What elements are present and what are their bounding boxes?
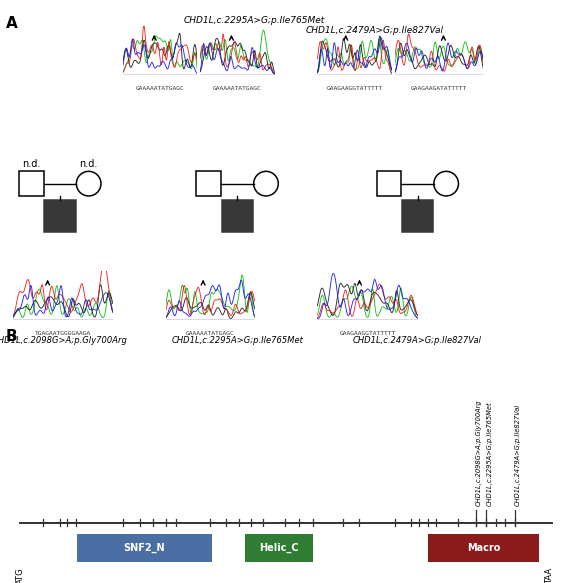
- Text: A: A: [6, 16, 18, 31]
- Text: CHD1L,c.2295A>G;p.Ile765Met: CHD1L,c.2295A>G;p.Ile765Met: [184, 16, 325, 25]
- Text: GAAAAATATGAGC: GAAAAATATGAGC: [186, 331, 235, 336]
- Text: ATG: ATG: [15, 568, 25, 583]
- Text: CHD1L,c.2098G>A;p.Gly700Arg: CHD1L,c.2098G>A;p.Gly700Arg: [476, 399, 482, 505]
- Text: TAA: TAA: [545, 568, 554, 583]
- Text: GAAGAAGATATTTTT: GAAGAAGATATTTTT: [411, 86, 467, 92]
- Text: GAAAAATATGAGC: GAAAAATATGAGC: [136, 86, 185, 92]
- Text: B: B: [6, 329, 17, 345]
- Text: GAAGAAGGTATTTTT: GAAGAAGGTATTTTT: [327, 86, 383, 92]
- Ellipse shape: [434, 171, 459, 196]
- Text: CHD1L,c.2479A>G;p.Ile827Val: CHD1L,c.2479A>G;p.Ile827Val: [305, 26, 444, 35]
- Ellipse shape: [76, 171, 101, 196]
- Bar: [402, 200, 434, 232]
- Bar: [19, 171, 43, 196]
- Text: Helic_C: Helic_C: [259, 543, 299, 553]
- Bar: [245, 534, 313, 562]
- Text: GAAAAATATGAGC: GAAAAATATGAGC: [213, 86, 262, 92]
- Text: n.d.: n.d.: [22, 159, 41, 170]
- Text: CHD1L,c.2295A>G;p.Ile765Met: CHD1L,c.2295A>G;p.Ile765Met: [486, 401, 492, 505]
- Bar: [221, 200, 253, 232]
- Text: CHD1L,c.2479A>G;p.Ile827Val: CHD1L,c.2479A>G;p.Ile827Val: [353, 336, 482, 345]
- Text: CHD1L,c.2479A>G;p.Ile827Val: CHD1L,c.2479A>G;p.Ile827Val: [515, 403, 521, 505]
- Bar: [428, 534, 539, 562]
- Text: Macro: Macro: [467, 543, 500, 553]
- Text: GAAGAAGGTATTTTT: GAAGAAGGTATTTTT: [339, 331, 396, 336]
- Text: SNF2_N: SNF2_N: [124, 543, 165, 553]
- Bar: [77, 534, 212, 562]
- Text: CHD1L,c.2098G>A;p.Gly700Arg: CHD1L,c.2098G>A;p.Gly700Arg: [0, 336, 128, 345]
- Text: TGAGAATGGGGAAGA: TGAGAATGGGGAAGA: [34, 331, 91, 336]
- Bar: [197, 171, 221, 196]
- Ellipse shape: [254, 171, 279, 196]
- Bar: [45, 200, 76, 232]
- Text: CHD1L,c.2295A>G;p.Ile765Met: CHD1L,c.2295A>G;p.Ile765Met: [172, 336, 303, 345]
- Bar: [377, 171, 402, 196]
- Text: n.d.: n.d.: [80, 159, 98, 170]
